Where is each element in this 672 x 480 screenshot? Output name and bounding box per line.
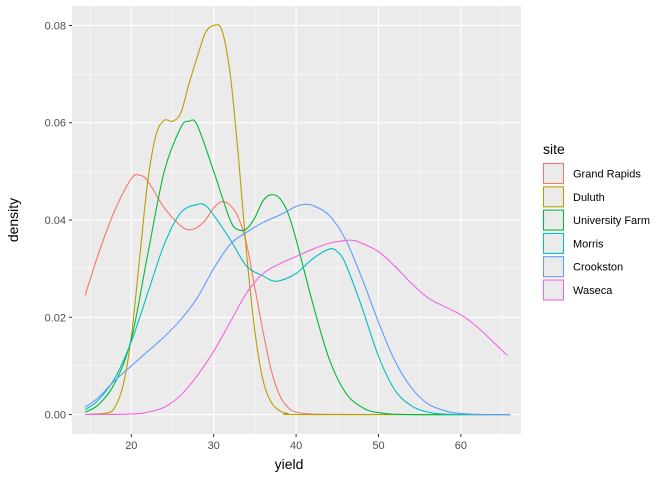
legend-item-university-farm: University Farm: [542, 209, 650, 231]
x-tick-label: 50: [372, 440, 384, 452]
legend-item-crookston: Crookston: [542, 256, 623, 278]
x-tick-label: 60: [455, 440, 467, 452]
y-tick-label: 0.02: [45, 312, 66, 324]
x-tick-label: 40: [290, 440, 302, 452]
x-tick-label: 20: [125, 440, 137, 452]
legend-label-crookston: Crookston: [573, 262, 623, 274]
legend-label-university-farm: University Farm: [573, 215, 650, 227]
legend: site Grand Rapids Duluth University Farm Mo…: [542, 141, 650, 301]
density-line-university-farm: [84, 119, 511, 416]
legend-item-grand-rapids: Grand Rapids: [542, 162, 641, 185]
y-tick-label: 0.04: [45, 215, 66, 227]
y-tick-label: 0.00: [45, 410, 66, 422]
density-line-grand-rapids: [84, 174, 354, 416]
legend-key-morris: [542, 232, 565, 254]
x-axis-title: yield: [275, 456, 304, 472]
x-tick-label: 30: [208, 440, 220, 452]
legend-key-duluth: [542, 186, 565, 208]
legend-item-waseca: Waseca: [542, 279, 613, 301]
legend-label-grand-rapids: Grand Rapids: [573, 169, 641, 181]
legend-item-morris: Morris: [542, 232, 604, 254]
x-axis: 20 30 40 50 60: [125, 434, 467, 452]
y-axis-title: density: [5, 198, 21, 242]
density-line-morris: [84, 203, 511, 416]
y-tick-label: 0.08: [45, 20, 66, 32]
legend-key-waseca: [542, 279, 565, 301]
y-tick-label: 0.06: [45, 118, 66, 130]
legend-key-grand-rapids: [542, 162, 565, 185]
legend-item-duluth: Duluth: [542, 186, 605, 208]
density-line-waseca: [85, 239, 508, 416]
legend-key-university-farm: [542, 209, 565, 231]
legend-key-crookston: [542, 256, 565, 278]
legend-label-waseca: Waseca: [573, 285, 613, 297]
y-axis: 0.00 0.02 0.04 0.06 0.08: [45, 20, 72, 422]
density-line-duluth: [85, 24, 511, 416]
grid-major: [72, 6, 521, 434]
legend-label-duluth: Duluth: [573, 192, 605, 204]
density-line-crookston: [84, 203, 511, 416]
legend-label-morris: Morris: [573, 238, 604, 250]
legend-title: site: [543, 141, 565, 157]
legend-items: Grand Rapids Duluth University Farm Morris C…: [542, 162, 650, 301]
series-lines: [84, 24, 511, 416]
